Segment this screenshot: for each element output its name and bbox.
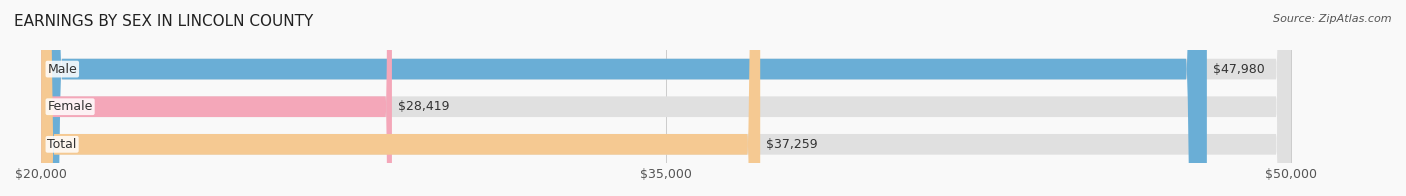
FancyBboxPatch shape [41, 0, 1291, 196]
FancyBboxPatch shape [41, 0, 1291, 196]
Text: Source: ZipAtlas.com: Source: ZipAtlas.com [1274, 14, 1392, 24]
Text: $47,980: $47,980 [1213, 63, 1265, 76]
Text: Male: Male [48, 63, 77, 76]
Text: $37,259: $37,259 [766, 138, 818, 151]
FancyBboxPatch shape [41, 0, 392, 196]
FancyBboxPatch shape [41, 0, 1206, 196]
FancyBboxPatch shape [41, 0, 1291, 196]
Text: Total: Total [48, 138, 77, 151]
Text: Female: Female [48, 100, 93, 113]
Text: EARNINGS BY SEX IN LINCOLN COUNTY: EARNINGS BY SEX IN LINCOLN COUNTY [14, 14, 314, 29]
Text: $28,419: $28,419 [398, 100, 450, 113]
FancyBboxPatch shape [41, 0, 761, 196]
